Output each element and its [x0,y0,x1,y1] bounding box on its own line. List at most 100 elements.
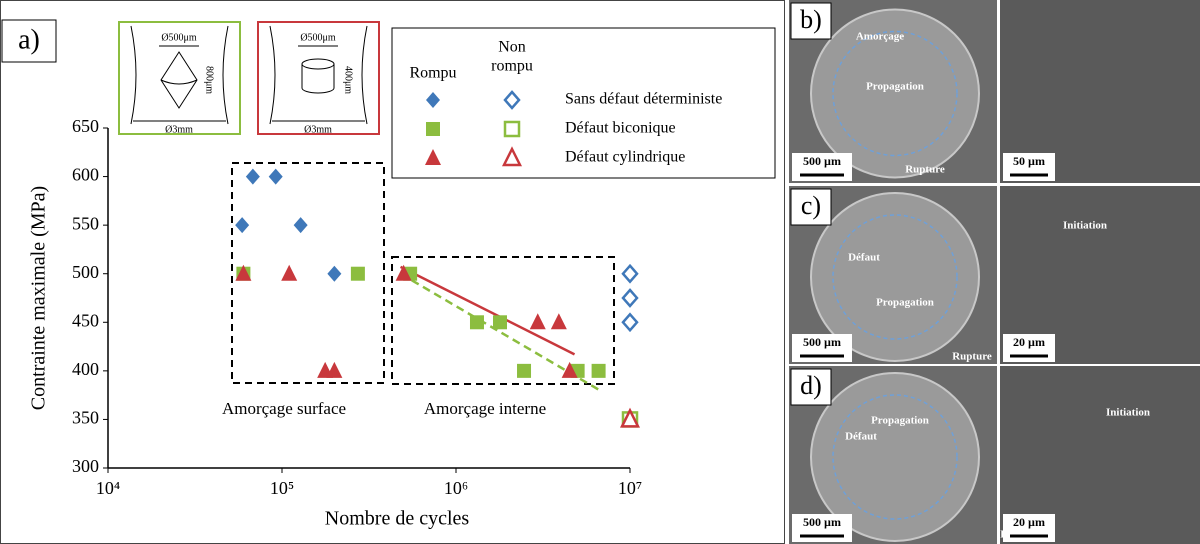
marker-diamond [293,217,308,234]
inset-label: 800μm [204,66,215,94]
surface-box [231,162,385,384]
marker-square [350,266,365,281]
panel-label-box [790,2,832,40]
legend-label: Défaut cylindrique [565,149,685,166]
marker-diamond [621,288,639,308]
region-outline [832,394,958,520]
marker-triangle [619,407,641,428]
inset-label: 400μm [343,66,354,94]
marker-diamond [235,217,250,234]
panel-label-box [790,368,832,406]
fracture-surface [810,8,980,179]
micrograph-label: Propagation [866,81,924,93]
x-tick-label: 10⁴ [96,478,120,498]
inset-label: Ø500μm [300,32,336,43]
scale-label: 500 µm [803,335,841,349]
micrograph-label: Défaut [848,252,880,264]
marker-square [503,120,521,138]
y-tick-label: 300 [72,456,99,476]
marker-square [492,315,507,330]
panel-label-box [790,188,832,226]
x-axis-label: Nombre de cycles [325,508,470,530]
marker-triangle [561,361,578,378]
marker-triangle [281,264,298,281]
y-tick-label: 400 [72,359,99,379]
internal-box [391,256,615,385]
trend-line [399,265,576,356]
marker-square [517,363,532,378]
legend-header: Non [498,39,526,56]
inset-outline [130,25,229,125]
micrograph-label: Propagation [876,297,934,309]
legend-label: Défaut biconique [565,120,676,137]
inset-outline [269,25,368,125]
marker-triangle [326,361,343,378]
inset-defect [160,51,198,109]
micrograph-label: Initiation [1063,220,1107,232]
marker-square [591,363,606,378]
legend-label: Sans défaut déterministe [565,91,722,108]
panel-label: d) [800,371,822,400]
marker-diamond [621,263,639,284]
y-tick-label: 600 [72,165,99,185]
marker-diamond [327,265,342,282]
panel-label: b) [800,5,822,34]
region-outline [832,214,958,340]
panel-label: a) [18,24,40,55]
marker-triangle [501,146,523,167]
annotation: Amorçage surface [222,399,346,418]
marker-triangle [550,313,567,330]
inset-label: Ø500μm [161,32,197,43]
legend-header: rompu [491,58,533,75]
scale-label: 500 µm [803,515,841,529]
scale-label: 20 µm [1013,335,1045,349]
inset-defect [301,58,335,70]
legend-header: Rompu [409,65,456,82]
micrograph-label: Rupture [905,164,945,176]
y-tick-label: 650 [72,116,99,136]
region-outline [832,30,958,157]
legend-box [391,27,776,179]
marker-triangle [529,313,546,330]
x-tick-label: 10⁵ [270,478,294,498]
marker-square [469,315,484,330]
panel-label: c) [801,191,821,220]
inset-frame [257,21,380,135]
micrograph [1000,0,1200,183]
micrograph-label: Amorçage [856,31,904,43]
y-tick-label: 550 [72,213,99,233]
y-tick-label: 450 [72,310,99,330]
micrographs: b) Amorçage Propagation Rupture 500 µm 50 µm c… [789,0,1200,544]
inset-frame [118,21,241,135]
marker-diamond [426,92,440,108]
micrograph-label: Défaut [845,431,877,443]
marker-triangle [235,264,252,281]
marker-diamond [621,312,639,333]
scale-label: 20 µm [1013,515,1045,529]
panel-label-box [1,19,57,63]
y-tick-label: 500 [72,262,99,282]
marker-triangle [395,264,412,281]
scale-label: 500 µm [803,154,841,168]
micrograph-label: Initiation [1106,407,1150,419]
inset-label: Ø3mm [165,124,193,135]
annotation: Amorçage interne [424,399,546,418]
scale-label: 50 µm [1013,154,1045,168]
micrograph-label: Propagation [871,415,929,427]
y-axis-label: Contrainte maximale (MPa) [28,186,50,410]
y-tick-label: 350 [72,408,99,428]
x-tick-label: 10⁶ [444,478,468,498]
inset-label: Ø3mm [304,124,332,135]
micrograph-label: Rupture [952,351,992,363]
x-tick-label: 10⁷ [618,478,642,498]
marker-diamond [268,168,283,185]
insets: Ø500μm 800μm Ø3mm Ø500μm 400μm Ø3mm [118,21,380,135]
fracture-surface [810,372,980,542]
marker-diamond [503,90,521,110]
marker-triangle [425,149,441,165]
inset-defect [301,64,335,94]
marker-diamond [245,168,260,185]
fracture-surface [810,192,980,362]
marker-square [426,122,440,136]
